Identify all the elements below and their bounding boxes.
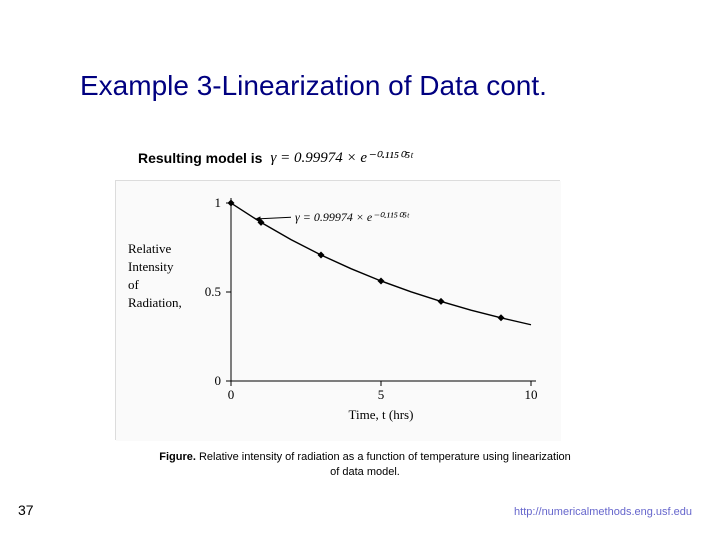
svg-text:0.5: 0.5	[205, 284, 221, 299]
svg-text:5: 5	[378, 387, 385, 402]
caption-text: Relative intensity of radiation as a fun…	[196, 451, 571, 478]
subtitle-row: Resulting model is γ = 0.99974 × e⁻⁰·¹¹⁵…	[138, 148, 413, 167]
caption-label: Figure.	[159, 451, 196, 463]
footer-url: http://numericalmethods.eng.usf.edu	[514, 506, 692, 518]
slide-title: Example 3-Linearization of Data cont.	[80, 70, 547, 102]
svg-text:10: 10	[525, 387, 538, 402]
svg-text:of: of	[128, 277, 140, 292]
subtitle-label: Resulting model is	[138, 150, 262, 166]
svg-text:0: 0	[215, 373, 222, 388]
svg-text:1: 1	[215, 195, 222, 210]
svg-text:Time, t (hrs): Time, t (hrs)	[349, 407, 414, 422]
svg-text:γ = 0.99974 × e⁻⁰·¹¹⁵⁰⁵ᵗ: γ = 0.99974 × e⁻⁰·¹¹⁵⁰⁵ᵗ	[295, 210, 410, 224]
page-number: 37	[18, 502, 34, 518]
svg-text:Radiation,: Radiation,	[128, 295, 182, 310]
figure-caption: Figure. Relative intensity of radiation …	[155, 450, 575, 480]
chart: 0 5 10 0 0.5 1 Time, t (hrs) Relative Intensity o…	[115, 180, 560, 440]
svg-text:Intensity: Intensity	[128, 259, 174, 274]
svg-text:Relative: Relative	[128, 241, 172, 256]
subtitle-equation: γ = 0.99974 × e⁻⁰·¹¹⁵⁰⁵ᵗ	[270, 148, 412, 167]
svg-text:0: 0	[228, 387, 235, 402]
